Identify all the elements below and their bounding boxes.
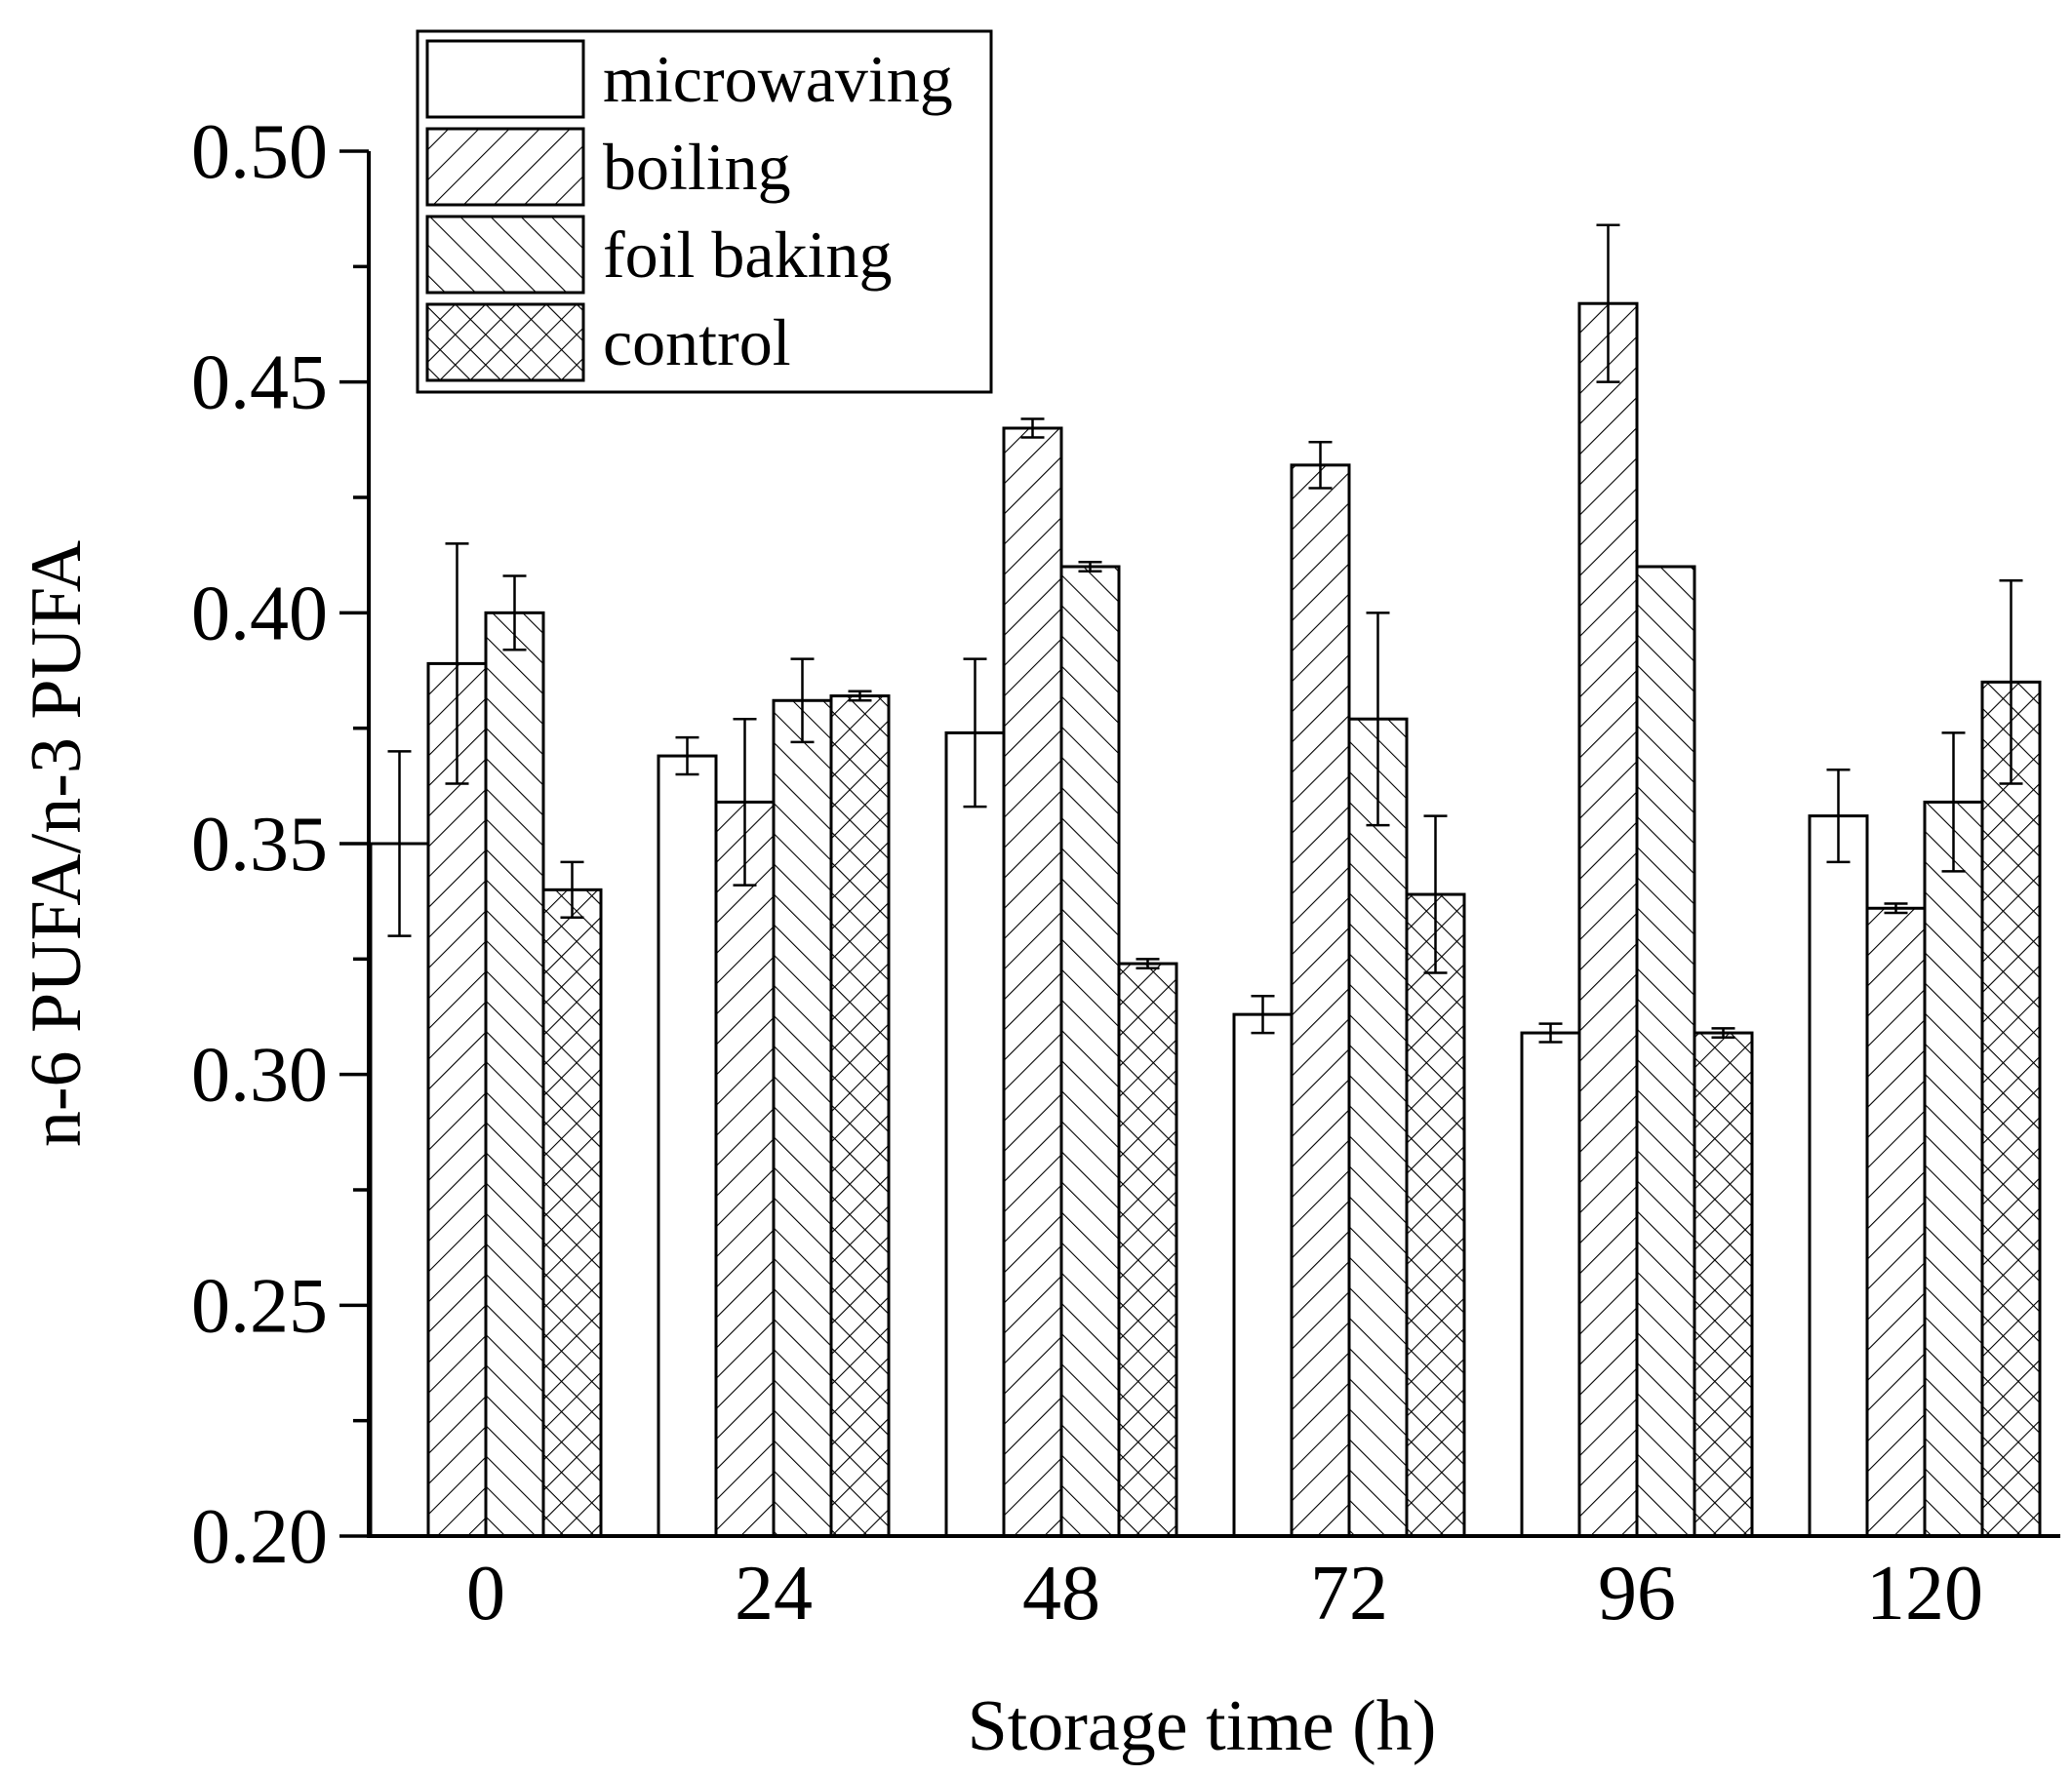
bar-boiling-24 bbox=[714, 800, 776, 1538]
error-bar-boiling-0 bbox=[445, 542, 469, 785]
bar-control-72 bbox=[1405, 892, 1466, 1538]
error-bar-foil-baking-48 bbox=[1078, 561, 1102, 572]
bar-microwaving-96 bbox=[1520, 1031, 1581, 1538]
bar-microwaving-120 bbox=[1808, 814, 1869, 1538]
bar-boiling-120 bbox=[1865, 906, 1927, 1538]
y-tick-label: 0.25 bbox=[191, 1263, 328, 1349]
error-bar-boiling-72 bbox=[1308, 440, 1333, 490]
bar-microwaving-0 bbox=[369, 842, 430, 1538]
bar-microwaving-24 bbox=[657, 754, 718, 1538]
error-bar-microwaving-72 bbox=[1251, 994, 1275, 1035]
error-bar-boiling-48 bbox=[1020, 417, 1045, 439]
error-bar-boiling-120 bbox=[1884, 902, 1908, 915]
x-tick-label: 48 bbox=[1022, 1551, 1100, 1637]
x-tick-label: 0 bbox=[466, 1551, 505, 1637]
bar-foil-baking-0 bbox=[484, 611, 545, 1538]
bar-foil-baking-24 bbox=[772, 698, 833, 1538]
legend-label-boiling: boiling bbox=[603, 130, 791, 204]
error-bar-microwaving-48 bbox=[963, 657, 987, 809]
legend-swatch-foil-baking bbox=[425, 215, 585, 295]
legend-swatch-control bbox=[425, 302, 585, 382]
bar-foil-baking-48 bbox=[1059, 565, 1121, 1538]
bar-foil-baking-72 bbox=[1347, 717, 1409, 1538]
bar-microwaving-72 bbox=[1232, 1012, 1294, 1538]
bar-boiling-0 bbox=[426, 661, 488, 1538]
error-bar-foil-baking-0 bbox=[502, 574, 527, 651]
legend-label-foil-baking: foil baking bbox=[603, 217, 893, 292]
legend-swatch-microwaving bbox=[425, 39, 585, 119]
bar-control-48 bbox=[1117, 962, 1178, 1538]
legend-swatch-boiling bbox=[425, 127, 585, 207]
bar-foil-baking-120 bbox=[1923, 800, 1984, 1538]
bar-microwaving-48 bbox=[944, 730, 1006, 1538]
bar-control-0 bbox=[541, 888, 603, 1538]
y-tick-label: 0.30 bbox=[191, 1033, 328, 1119]
error-bar-foil-baking-120 bbox=[1941, 731, 1966, 873]
error-bar-foil-baking-72 bbox=[1366, 612, 1390, 827]
bar-control-24 bbox=[829, 694, 891, 1538]
y-tick-label: 0.45 bbox=[191, 340, 328, 426]
error-bar-boiling-96 bbox=[1596, 223, 1620, 383]
bar-control-96 bbox=[1693, 1031, 1754, 1538]
bar-boiling-96 bbox=[1577, 301, 1639, 1538]
error-bar-control-120 bbox=[1999, 578, 2023, 785]
error-bar-microwaving-96 bbox=[1538, 1022, 1563, 1044]
x-tick-label: 24 bbox=[735, 1551, 813, 1637]
bar-foil-baking-96 bbox=[1635, 565, 1696, 1538]
error-bar-microwaving-120 bbox=[1826, 769, 1851, 864]
error-bar-microwaving-0 bbox=[387, 750, 412, 937]
bar-control-120 bbox=[1980, 680, 2042, 1538]
y-tick-label: 0.20 bbox=[191, 1494, 328, 1580]
x-tick-label: 120 bbox=[1866, 1551, 1983, 1637]
x-tick-label: 72 bbox=[1310, 1551, 1388, 1637]
y-tick-label: 0.35 bbox=[191, 802, 328, 888]
x-axis-title: Storage time (h) bbox=[968, 1686, 1437, 1766]
error-bar-control-0 bbox=[560, 860, 584, 919]
error-bar-control-24 bbox=[848, 690, 872, 702]
bar-boiling-48 bbox=[1002, 426, 1063, 1538]
error-bar-foil-baking-24 bbox=[790, 657, 815, 744]
error-bar-control-72 bbox=[1423, 814, 1448, 974]
error-bar-control-96 bbox=[1711, 1027, 1735, 1040]
y-tick-label: 0.50 bbox=[191, 109, 328, 195]
bar-boiling-72 bbox=[1290, 463, 1351, 1538]
legend: microwaving boiling foil baking control bbox=[416, 29, 993, 394]
legend-label-microwaving: microwaving bbox=[603, 42, 953, 116]
y-tick-label: 0.40 bbox=[191, 571, 328, 656]
error-bar-boiling-24 bbox=[733, 717, 757, 887]
x-tick-label: 96 bbox=[1598, 1551, 1676, 1637]
y-axis-title: n-6 PUFA/n-3 PUFA bbox=[17, 540, 97, 1147]
error-bar-control-48 bbox=[1136, 958, 1160, 970]
error-bar-microwaving-24 bbox=[675, 735, 699, 776]
legend-label-control: control bbox=[603, 305, 791, 379]
